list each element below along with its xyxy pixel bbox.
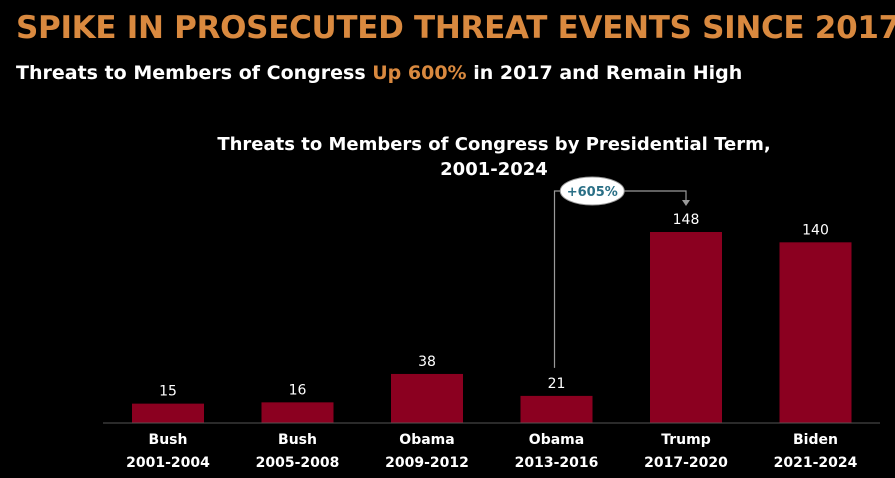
bar bbox=[391, 373, 463, 423]
subhead-text-before: Threats to Members of Congress bbox=[16, 62, 373, 84]
x-tick-label: 2013-2016 bbox=[515, 455, 599, 471]
x-tick-label: 2017-2020 bbox=[644, 455, 728, 471]
data-label: 15 bbox=[159, 384, 177, 400]
x-tick-label: 2021-2024 bbox=[774, 455, 858, 471]
x-tick-label: 2001-2004 bbox=[126, 455, 210, 471]
callout-bubble bbox=[559, 176, 625, 206]
data-label: 38 bbox=[418, 354, 436, 370]
x-tick-label: Biden bbox=[793, 432, 838, 448]
subhead-highlight: Up 600% bbox=[372, 62, 467, 84]
subhead: Threats to Members of Congress Up 600% i… bbox=[16, 62, 886, 84]
x-tick-label: Bush bbox=[149, 432, 188, 448]
x-tick-label: Trump bbox=[661, 432, 711, 448]
x-tick-label: Obama bbox=[529, 432, 584, 448]
x-tick-label: 2009-2012 bbox=[385, 455, 469, 471]
headline: SPIKE IN PROSECUTED THREAT EVENTS SINCE … bbox=[16, 10, 895, 46]
bar bbox=[520, 395, 593, 423]
growth-callout: +605% bbox=[553, 176, 690, 368]
x-tick-label: Bush bbox=[278, 432, 317, 448]
bar bbox=[650, 232, 722, 423]
data-label: 148 bbox=[673, 212, 700, 228]
data-label: 21 bbox=[548, 376, 566, 392]
callout-arrowhead bbox=[682, 200, 690, 206]
data-label: 16 bbox=[289, 382, 307, 398]
x-tick-label: Obama bbox=[399, 432, 454, 448]
subhead-text-after: in 2017 and Remain High bbox=[466, 62, 743, 84]
chart-title-line2: 2001-2024 bbox=[440, 159, 548, 180]
chart-title: Threats to Members of Congress by Presid… bbox=[217, 134, 770, 155]
x-tick-label: 2005-2008 bbox=[256, 455, 340, 471]
bar bbox=[132, 403, 204, 423]
bars-group: 15 Bush 2001-2004 16 Bush 2005-2008 38 Obama 200… bbox=[126, 212, 857, 471]
callout-label: +605% bbox=[567, 185, 618, 200]
bar bbox=[779, 242, 852, 423]
bar bbox=[261, 402, 334, 423]
data-label: 140 bbox=[802, 222, 829, 238]
